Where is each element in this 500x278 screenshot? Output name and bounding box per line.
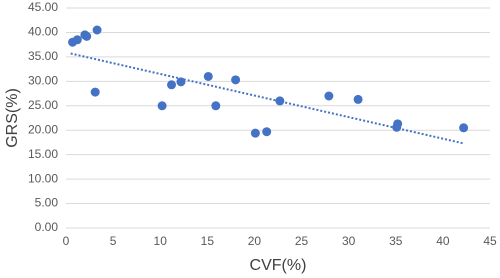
point <box>90 87 100 97</box>
y-axis-title: GRS(%) <box>4 88 21 148</box>
point <box>231 75 241 85</box>
y-tick-label: 0.00 <box>35 220 59 234</box>
point <box>203 71 213 81</box>
y-tick-label: 15.00 <box>28 147 58 161</box>
point <box>157 101 167 111</box>
point <box>262 127 272 137</box>
point <box>167 80 177 90</box>
point <box>393 119 403 129</box>
x-tick-label: 10 <box>154 234 168 248</box>
x-axis-title: CVF(%) <box>250 257 307 274</box>
y-tick-label: 40.00 <box>28 25 58 39</box>
x-tick-label: 40 <box>436 234 450 248</box>
x-tick-label: 30 <box>342 234 356 248</box>
y-tick-label: 45.00 <box>28 0 58 14</box>
point <box>211 101 221 111</box>
point <box>459 123 469 133</box>
point <box>275 96 285 106</box>
point <box>176 77 186 87</box>
y-tick-label: 5.00 <box>35 196 59 210</box>
x-tick-label: 0 <box>63 234 70 248</box>
point <box>353 94 363 104</box>
x-tick-label: 45 <box>483 234 497 248</box>
y-tick-label: 30.00 <box>28 74 58 88</box>
y-tick-label: 35.00 <box>28 49 58 63</box>
x-tick-label: 5 <box>110 234 117 248</box>
point <box>250 128 260 138</box>
point <box>82 31 92 41</box>
y-tick-label: 25.00 <box>28 98 58 112</box>
x-tick-label: 25 <box>295 234 309 248</box>
point <box>324 91 334 101</box>
point <box>72 35 82 45</box>
x-tick-label: 35 <box>389 234 403 248</box>
y-tick-label: 10.00 <box>28 171 58 185</box>
point <box>92 25 102 35</box>
x-tick-label: 15 <box>201 234 215 248</box>
trendline <box>70 52 464 145</box>
x-tick-label: 20 <box>248 234 262 248</box>
y-tick-label: 20.00 <box>28 122 58 136</box>
